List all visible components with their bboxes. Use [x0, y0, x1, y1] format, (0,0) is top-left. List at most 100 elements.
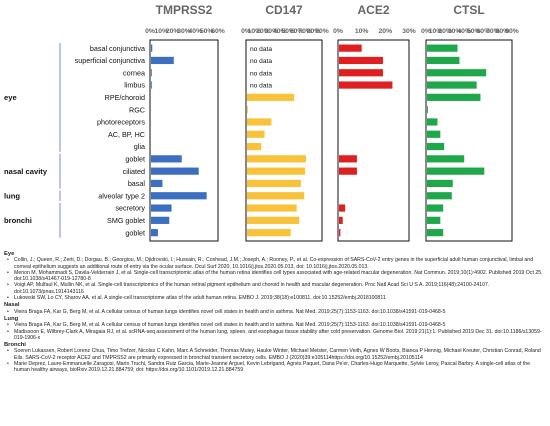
group-label: bronchi: [4, 216, 32, 225]
tick-label: 50%: [281, 28, 295, 35]
bar-label: no data: [250, 70, 272, 77]
tick-label: 0%: [333, 28, 343, 35]
tick-label: 10%: [248, 28, 262, 35]
row-label: basal: [128, 179, 146, 188]
tick-label: 60%: [477, 28, 491, 35]
tick-label: 50%: [467, 28, 481, 35]
bar: [151, 167, 199, 175]
ref-item: Collin, J.; Queen, R.; Zerti, D.; Dorgau…: [4, 257, 546, 270]
tick-label: 10%: [155, 28, 169, 35]
ref-section-title: Eye: [4, 251, 15, 257]
bar: [427, 155, 465, 163]
bar: [151, 155, 182, 163]
panel-ctsl: CTSL 0%10%20%30%40%50%60%70%80%90%: [421, 3, 519, 242]
panel-cd147: CD147 0%10%20%30%40%50%60%70%80%90% no dat…: [241, 3, 329, 242]
bar: [247, 192, 305, 200]
tick-label: 10%: [429, 28, 443, 35]
bar: [427, 93, 481, 101]
bar: [247, 130, 265, 138]
tick-label: 20%: [379, 28, 393, 35]
bar: [151, 56, 174, 65]
tick-label: 80%: [496, 28, 510, 35]
panel-title: ACE2: [357, 3, 389, 17]
bar: [247, 106, 248, 114]
bar: [247, 179, 301, 188]
ref-section-title: Lung: [4, 315, 19, 322]
row-label: SMG goblet: [107, 216, 145, 225]
bar: [151, 69, 152, 77]
ref-item: Voigt AP, Mulfaul K, Mullin NK, et al. S…: [4, 282, 546, 295]
bar: [339, 155, 357, 163]
tick-label: 40%: [189, 28, 203, 35]
tick-label: 50%: [200, 28, 214, 35]
bar: [247, 167, 306, 175]
tick-label: 0%: [421, 28, 431, 35]
tick-label: 30%: [265, 28, 279, 35]
tick-label: 40%: [457, 28, 471, 35]
ref-item: Menon M, Mohammadi S, Davila-Velderrain …: [4, 270, 546, 283]
bar-label: no data: [250, 46, 272, 53]
bar: [339, 167, 357, 175]
tick-label: 80%: [307, 28, 321, 35]
tick-label: 90%: [505, 28, 519, 35]
panel-frame: [149, 39, 219, 242]
row-label: RGC: [129, 105, 145, 114]
group-label: nasal cavity: [4, 167, 48, 176]
bar: [427, 130, 441, 138]
bar: [427, 81, 477, 89]
tick-label: 60%: [211, 28, 225, 35]
panel-tmprss2: TMPRSS2 0% 10%20%30%40%50%60%: [145, 3, 225, 242]
tick-label: 20%: [438, 28, 452, 35]
row-label: superficial conjunctiva: [75, 56, 145, 65]
bar: [339, 81, 393, 89]
bar: [427, 44, 458, 52]
panel-title: CD147: [265, 3, 303, 17]
panel-title: CTSL: [453, 3, 484, 17]
bar: [151, 229, 158, 237]
tick-label: 90%: [315, 28, 329, 35]
bar: [427, 56, 460, 65]
bar-label: no data: [250, 83, 272, 90]
bar: [151, 204, 172, 212]
ref-section-title: Bronchi: [4, 342, 26, 349]
tick-label: 30%: [177, 28, 191, 35]
tick-label: 0%: [145, 28, 155, 35]
tick-label: 10%: [355, 28, 369, 35]
bar: [339, 204, 346, 212]
bar: [247, 155, 306, 163]
bar: [427, 216, 441, 224]
ref-item: Madissoon E, Wilbrey-Clark A, Miragaia R…: [4, 329, 546, 342]
tick-label: 30%: [448, 28, 462, 35]
row-label: photoreceptors: [97, 118, 145, 127]
row-label: secretory: [115, 204, 145, 213]
bar: [247, 142, 262, 151]
panel-ace2: ACE2 0% 10% 20% 30%: [333, 3, 416, 242]
ref-item: Vieira Braga FA, Kar G, Berg M, et al. A…: [4, 309, 546, 316]
bar-label: no data: [250, 58, 272, 65]
group-label: lung: [4, 191, 20, 200]
bar: [427, 118, 438, 126]
bar: [247, 118, 272, 126]
bar: [247, 216, 300, 224]
bar: [427, 204, 444, 212]
bar: [427, 229, 444, 237]
bar: [427, 192, 452, 200]
ref-item: Vieira Braga FA, Kar G, Berg M, et al. A…: [4, 322, 546, 329]
bar: [427, 106, 428, 114]
ref-section-title: Nasal: [4, 302, 20, 309]
references: EyeCollin, J.; Queen, R.; Zerti, D.; Dor…: [4, 250, 546, 374]
bar: [427, 167, 485, 175]
tick-label: 70%: [298, 28, 312, 35]
bar: [247, 93, 295, 101]
bar: [151, 179, 163, 188]
bar: [151, 81, 152, 89]
tick-label: 20%: [166, 28, 180, 35]
bar: [339, 56, 383, 65]
tick-label: 70%: [486, 28, 500, 35]
row-label: AC, BP, HC: [108, 130, 145, 139]
row-label: ciliated: [123, 167, 145, 176]
bar: [151, 44, 153, 52]
row-label: goblet: [125, 228, 145, 237]
ref-item: Lukowski SW, Lo CY, Sharov AA, et al. A …: [4, 295, 546, 302]
bar: [247, 204, 297, 212]
